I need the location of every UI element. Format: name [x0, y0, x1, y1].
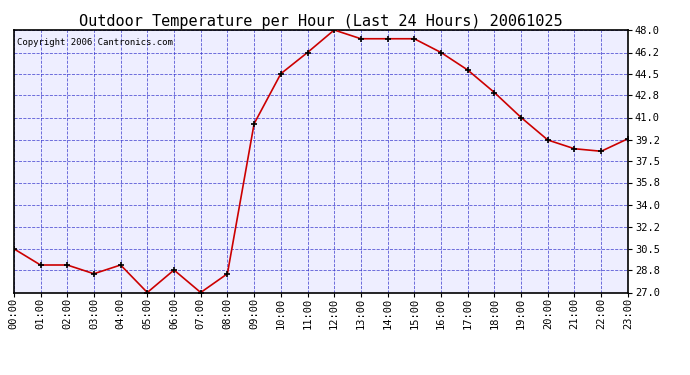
Title: Outdoor Temperature per Hour (Last 24 Hours) 20061025: Outdoor Temperature per Hour (Last 24 Ho…	[79, 14, 562, 29]
Text: Copyright 2006 Cantronics.com: Copyright 2006 Cantronics.com	[17, 38, 172, 47]
